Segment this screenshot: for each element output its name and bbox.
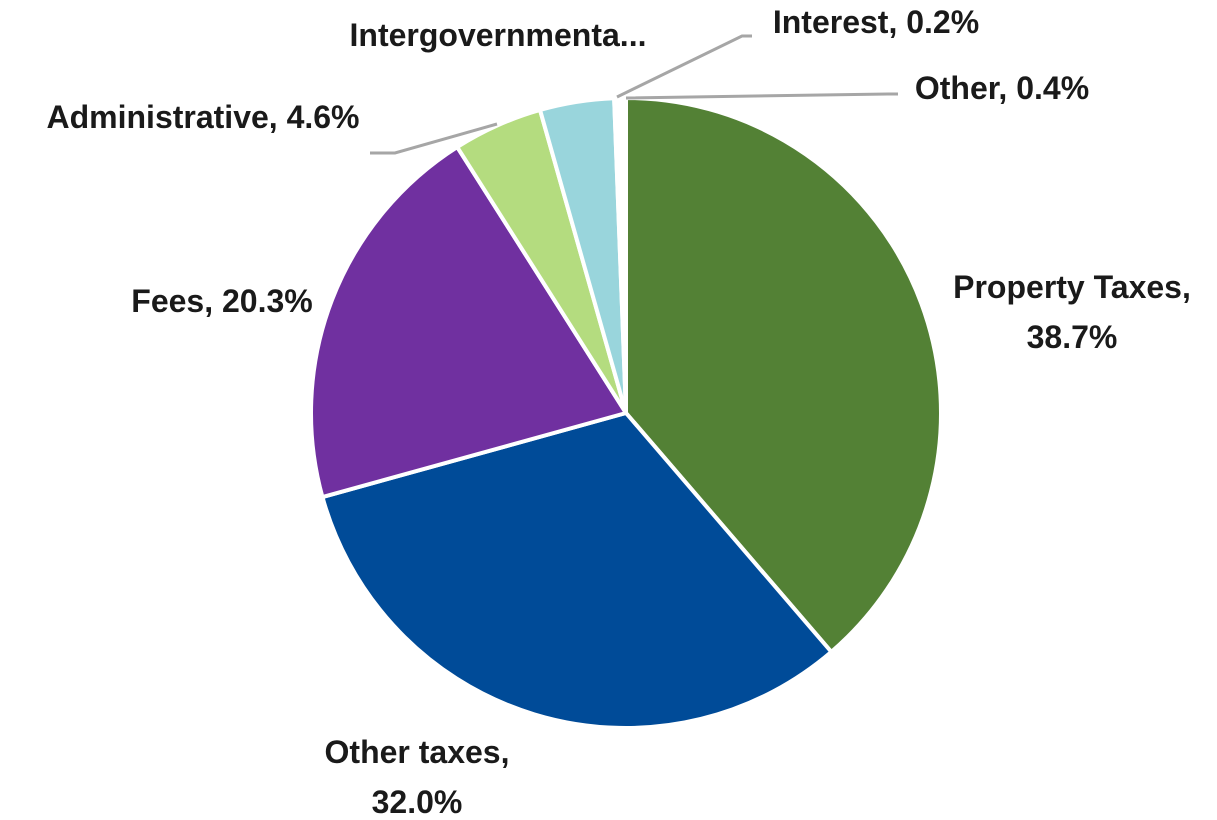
data-labels: Property Taxes, 38.7% Other taxes, 32.0% Fee…: [47, 4, 1191, 820]
data-label-fees: Fees, 20.3%: [131, 283, 312, 319]
data-label-line: 32.0%: [372, 784, 463, 820]
pie-slice-fees: [309, 145, 628, 500]
data-label-other: Other, 0.4%: [915, 70, 1089, 106]
leader-line-administrative: [370, 122, 498, 155]
pie-slice-other-taxes: [320, 411, 834, 730]
leader-line-interest: [616, 34, 752, 99]
data-label-interest: Interest, 0.2%: [773, 4, 979, 40]
data-label-other-taxes: Other taxes, 32.0%: [325, 734, 510, 820]
pie-slice-property-taxes: [624, 96, 943, 654]
data-label-line: Interest, 0.2%: [773, 4, 979, 40]
data-label-line: Fees, 20.3%: [131, 283, 312, 319]
data-label-intergovernmental: Intergovernmenta...: [350, 17, 647, 53]
leader-lines: [370, 34, 898, 155]
data-label-line: Intergovernmenta...: [350, 17, 647, 53]
leader-line-other: [625, 92, 898, 100]
data-label-line: Administrative, 4.6%: [47, 99, 360, 135]
data-label-line: Property Taxes,: [953, 269, 1191, 305]
data-label-administrative: Administrative, 4.6%: [47, 99, 360, 135]
pie-slices: [309, 96, 943, 730]
data-label-line: 38.7%: [1027, 319, 1118, 355]
data-label-property-taxes: Property Taxes, 38.7%: [953, 269, 1191, 355]
data-label-line: Other taxes,: [325, 734, 510, 770]
data-label-line: Other, 0.4%: [915, 70, 1089, 106]
